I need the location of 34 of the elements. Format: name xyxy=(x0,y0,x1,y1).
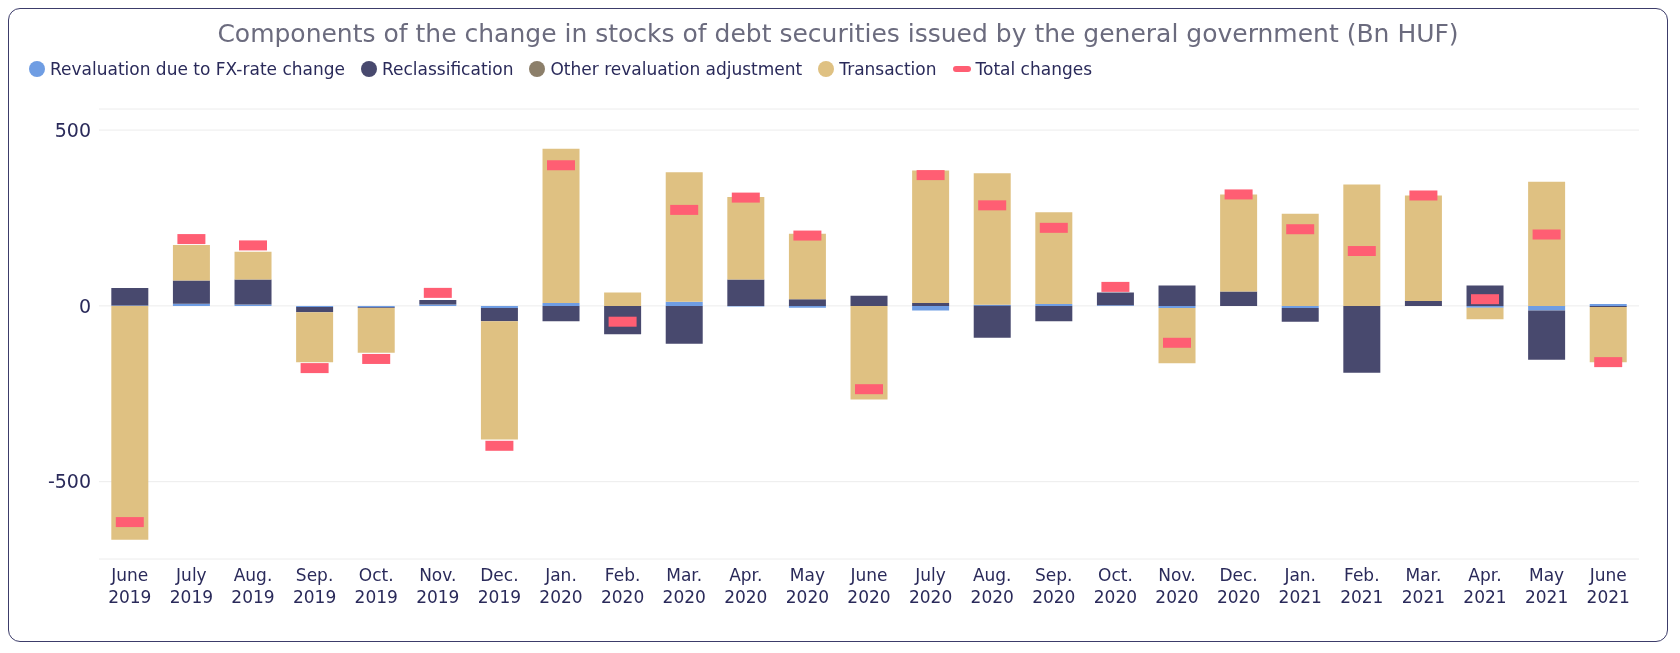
legend-label: Other revaluation adjustment xyxy=(550,59,803,79)
x-tick-label: Sep. 2020 xyxy=(1032,565,1076,607)
x-tick-label: Dec. 2019 xyxy=(477,565,522,607)
x-tick-label: Apr. 2020 xyxy=(724,565,768,607)
y-tick-label: 0 xyxy=(78,294,91,317)
x-tick-label: Nov. 2020 xyxy=(1155,565,1199,607)
legend-label: Revaluation due to FX-rate change xyxy=(50,59,345,79)
x-tick-label: July 2019 xyxy=(169,565,214,607)
x-tick-label: June 2021 xyxy=(1586,565,1630,607)
legend-label: Total changes xyxy=(975,59,1093,79)
x-tick-label: Nov. 2019 xyxy=(416,565,460,607)
x-tick-label: Mar. 2020 xyxy=(662,565,706,607)
x-tick-label: Apr. 2021 xyxy=(1463,565,1507,607)
x-tick-label: Aug. 2019 xyxy=(231,565,275,607)
x-tick-label: Feb. 2020 xyxy=(600,565,645,607)
x-tick-label: Oct. 2019 xyxy=(354,565,398,607)
y-tick-label: -500 xyxy=(47,470,91,493)
x-tick-label: Sep. 2019 xyxy=(292,565,337,607)
x-tick-label: Feb. 2021 xyxy=(1340,565,1384,607)
x-tick-label: May 2021 xyxy=(1524,565,1569,607)
x-tick-label: Oct. 2020 xyxy=(1093,565,1138,607)
x-tick-label: May 2020 xyxy=(785,565,830,607)
legend-label: Reclassification xyxy=(381,59,514,79)
chart-title: Components of the change in stocks of debt securities issued by the general government (Bn HUF) xyxy=(216,18,1460,50)
x-tick-label: Dec. 2020 xyxy=(1216,565,1261,607)
x-tick-label: June 2019 xyxy=(108,565,152,607)
x-tick-label: Aug. 2020 xyxy=(970,565,1014,607)
y-tick-label: 500 xyxy=(54,118,91,141)
x-tick-label: Jan. 2021 xyxy=(1278,565,1322,607)
x-tick-label: Jan. 2020 xyxy=(539,565,583,607)
x-tick-label: July 2020 xyxy=(908,565,953,607)
x-tick-label: Mar. 2021 xyxy=(1401,565,1446,607)
x-tick-label: June 2020 xyxy=(847,565,891,607)
legend-label: Transaction xyxy=(839,59,937,79)
